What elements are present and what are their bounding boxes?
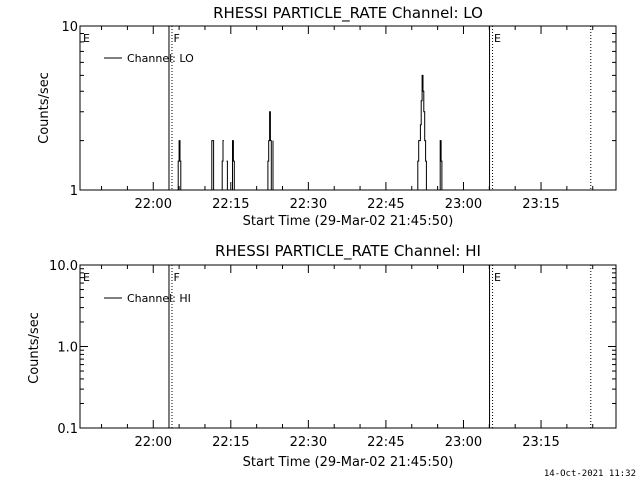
panel-lo-x-tick-label: 22:30 [290,197,327,212]
panel-hi-marker-label: F [173,271,179,284]
panel-lo-marker-label: E [83,32,90,45]
panel-hi-marker-label: E [83,271,90,284]
panel-hi-x-tick-label: 22:45 [367,435,404,450]
panel-lo-x-tick-label: 23:15 [522,197,559,212]
panel-lo-legend-label: Channel: LO [127,52,194,65]
panel-lo-y-tick-label: 1 [70,184,78,199]
panel-lo-x-tick-label: 23:00 [445,197,482,212]
panel-hi-x-tick-label: 22:30 [290,435,327,450]
panel-hi-x-tick-label: 22:00 [135,435,172,450]
panel-lo-marker-label: F [173,32,179,45]
panel-hi-x-tick-label: 23:15 [522,435,559,450]
panel-hi-y-tick-label: 10.0 [49,259,78,274]
panel-hi-x-tick-label: 22:15 [212,435,249,450]
panel-hi-y-tick-label: 1.0 [57,341,78,356]
panel-hi-legend-label: Channel: HI [127,292,191,305]
panel-hi-title: RHESSI PARTICLE_RATE Channel: HI [215,242,481,261]
panel-lo-series-line [177,74,443,191]
panel-lo-plot-frame [79,25,617,191]
panel-hi-y-tick-label: 0.1 [57,422,78,437]
panel-lo-y-axis-label: Counts/sec [37,72,52,144]
timestamp: 14-Oct-2021 11:32 [544,469,636,479]
panel-lo-x-tick-label: 22:15 [212,197,249,212]
panel-hi-marker-label: E [494,271,501,284]
panel-hi-x-axis-label: Start Time (29-Mar-02 21:45:50) [243,455,454,470]
panel-lo-x-tick-label: 22:00 [135,197,172,212]
panel-lo-x-axis-label: Start Time (29-Mar-02 21:45:50) [243,214,454,229]
panel-lo-x-tick-label: 22:45 [367,197,404,212]
panel-lo: RHESSI PARTICLE_RATE Channel: LO 22:00 22… [37,4,617,229]
panel-hi-x-tick-label: 23:00 [445,435,482,450]
panel-hi-y-axis-label: Counts/sec [27,312,42,384]
panel-hi-plot-frame [79,264,617,429]
panel-hi: RHESSI PARTICLE_RATE Channel: HI 22:00 22… [27,242,617,470]
panel-lo-y-tick-label: 10 [61,20,78,35]
panel-lo-marker-label: E [494,32,501,45]
panel-lo-title: RHESSI PARTICLE_RATE Channel: LO [213,4,483,23]
